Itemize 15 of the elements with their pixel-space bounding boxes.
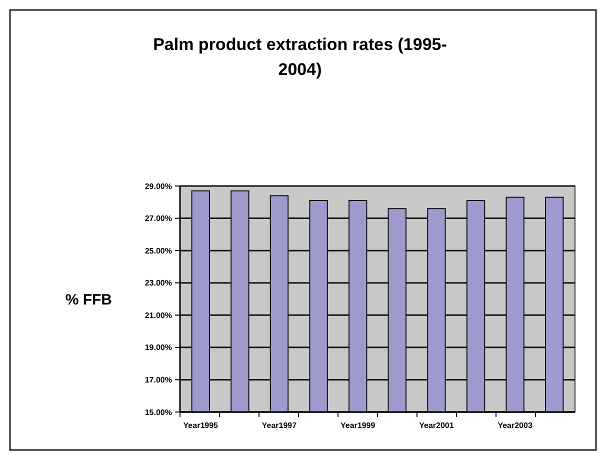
x-tick-label: Year1999 (340, 421, 376, 430)
y-tick-label: 15.00% (144, 408, 172, 417)
x-tick-label: Year1997 (262, 421, 298, 430)
y-tick-label: 23.00% (144, 278, 172, 288)
y-tick-label: 21.00% (144, 310, 172, 320)
y-tick-label: 19.00% (144, 343, 172, 352)
x-tick-label: Year2001 (419, 421, 454, 430)
chart-title: Palm product extraction rates (1995-2004) (153, 35, 447, 79)
y-axis-title: % FFB (65, 291, 112, 308)
y-tick-label: 25.00% (144, 246, 172, 256)
x-tick-label: Year2003 (498, 421, 533, 430)
y-tick-label: 29.00% (144, 182, 172, 191)
x-tick-label: Year1995 (183, 421, 219, 430)
y-tick-label: 17.00% (144, 376, 172, 385)
y-tick-label: 27.00% (144, 214, 172, 224)
